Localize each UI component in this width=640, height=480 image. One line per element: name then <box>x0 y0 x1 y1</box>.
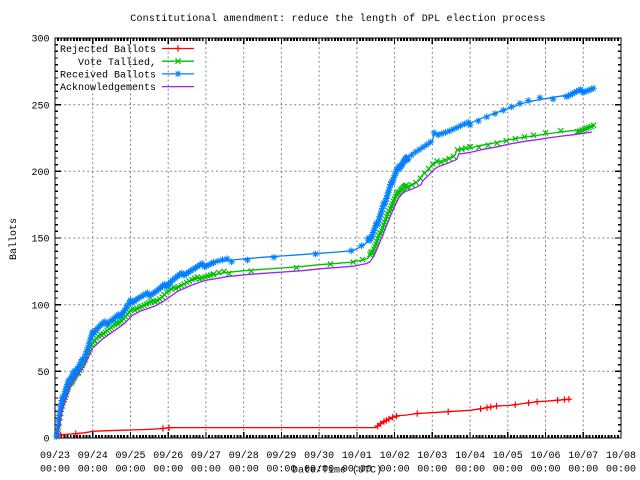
svg-text:09/24: 09/24 <box>78 450 108 462</box>
svg-text:00:00: 00:00 <box>40 465 70 476</box>
svg-text:200: 200 <box>31 168 49 179</box>
svg-text:00:00: 00:00 <box>115 465 145 476</box>
svg-text:00:00: 00:00 <box>78 465 108 476</box>
svg-text:Ballots: Ballots <box>8 218 20 260</box>
svg-text:50: 50 <box>37 368 49 379</box>
svg-text:00:00: 00:00 <box>380 465 410 476</box>
svg-text:00:00: 00:00 <box>229 465 259 476</box>
svg-text:00:00: 00:00 <box>191 465 221 476</box>
svg-text:150: 150 <box>31 235 49 246</box>
svg-text:10/06: 10/06 <box>530 450 560 462</box>
svg-text:10/01: 10/01 <box>342 450 372 462</box>
svg-text:00:00: 00:00 <box>342 465 372 476</box>
svg-text:10/07: 10/07 <box>568 450 598 462</box>
svg-text:00:00: 00:00 <box>606 465 636 476</box>
svg-text:09/29: 09/29 <box>266 450 296 462</box>
svg-text:00:00: 00:00 <box>455 465 485 476</box>
svg-text:00:00: 00:00 <box>493 465 523 476</box>
svg-text:09/26: 09/26 <box>153 450 183 462</box>
svg-text:09/30: 09/30 <box>304 450 334 462</box>
svg-text:10/04: 10/04 <box>455 450 485 462</box>
svg-text:Date/Time (UTC): Date/Time (UTC) <box>292 465 382 477</box>
svg-text:09/27: 09/27 <box>191 450 221 462</box>
svg-text:09/25: 09/25 <box>115 450 145 462</box>
svg-text:10/08: 10/08 <box>606 450 636 462</box>
svg-text:100: 100 <box>31 301 49 312</box>
svg-text:00:00: 00:00 <box>304 465 334 476</box>
svg-text:09/28: 09/28 <box>229 450 259 462</box>
svg-text:10/03: 10/03 <box>417 450 447 462</box>
svg-text:00:00: 00:00 <box>153 465 183 476</box>
svg-text:300: 300 <box>31 35 49 46</box>
svg-text:0: 0 <box>43 435 49 446</box>
svg-text:09/23: 09/23 <box>40 450 70 462</box>
svg-text:250: 250 <box>31 101 49 112</box>
svg-text:10/02: 10/02 <box>380 450 410 462</box>
svg-text:00:00: 00:00 <box>417 465 447 476</box>
svg-text:00:00: 00:00 <box>568 465 598 476</box>
svg-text:00:00: 00:00 <box>266 465 296 476</box>
svg-text:10/05: 10/05 <box>493 450 523 462</box>
svg-text:Vote Tallied,: Vote Tallied, <box>78 57 156 69</box>
svg-text:Rejected Ballots: Rejected Ballots <box>60 44 156 56</box>
svg-text:Constitutional amendment: redu: Constitutional amendment: reduce the len… <box>130 13 545 25</box>
svg-text:Received Ballots: Received Ballots <box>60 70 156 82</box>
svg-text:00:00: 00:00 <box>530 465 560 476</box>
svg-text:Acknowledgements: Acknowledgements <box>60 82 156 94</box>
